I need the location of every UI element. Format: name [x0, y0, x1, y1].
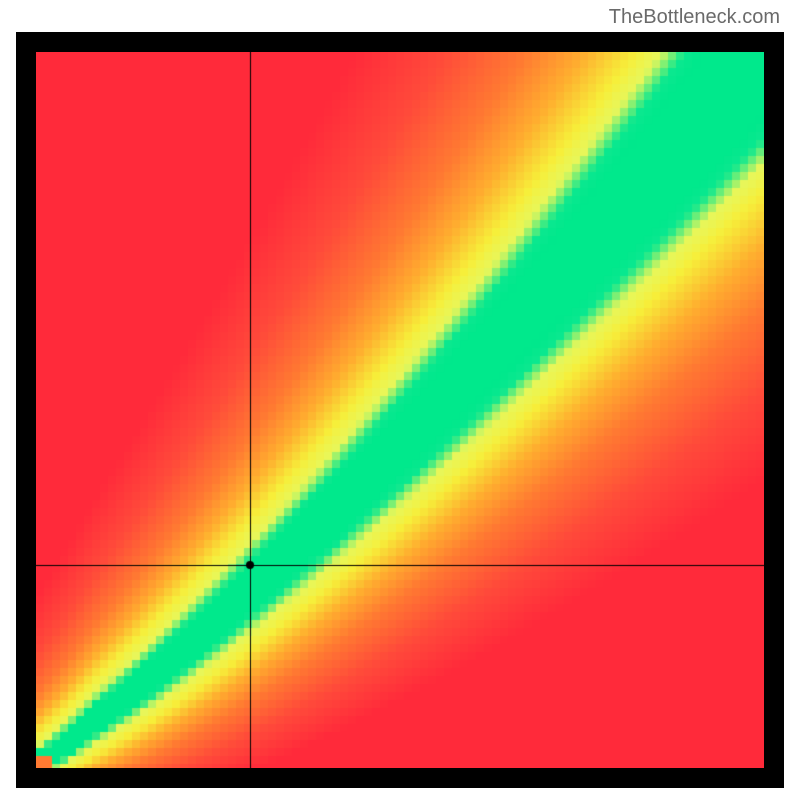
watermark-text: TheBottleneck.com [609, 6, 780, 29]
plot-outer-frame [16, 32, 784, 788]
heatmap-canvas [36, 52, 764, 768]
chart-container: TheBottleneck.com [0, 0, 800, 800]
